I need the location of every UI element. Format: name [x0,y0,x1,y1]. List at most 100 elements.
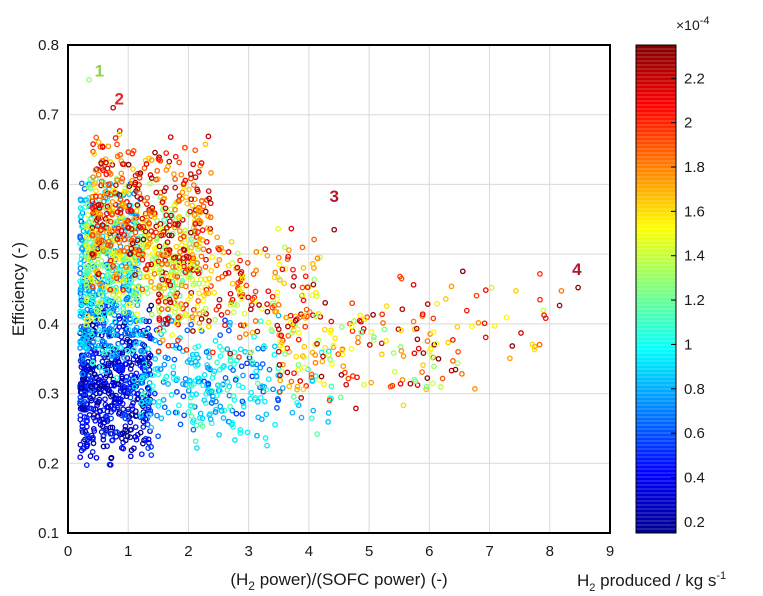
data-point [100,321,107,328]
data-point [311,276,318,283]
data-point [292,317,299,324]
data-point [238,363,245,370]
data-point [322,344,329,351]
x-axis-ticks: 0 1 2 3 4 5 6 7 8 9 [64,543,614,560]
data-point [168,212,174,219]
data-point [127,419,134,426]
data-point [133,246,140,253]
data-point [180,181,187,187]
data-point [459,268,466,275]
data-point [378,340,385,347]
data-point [140,316,147,323]
data-point [106,182,113,188]
data-point [160,232,167,238]
data-point [90,218,97,225]
data-point [107,299,114,306]
data-point [132,424,139,430]
data-point [188,413,195,420]
data-point [77,308,84,315]
data-point [78,381,85,388]
data-point [435,355,442,362]
data-point [314,255,321,262]
data-point [236,334,243,341]
data-point [88,383,94,390]
data-point [181,412,187,419]
data-point [81,390,88,397]
data-point [381,326,388,333]
data-point [101,193,107,200]
data-point [103,210,110,217]
data-point [227,319,233,326]
data-point [140,424,147,430]
data-point [186,357,193,363]
data-point [118,170,125,177]
data-point [295,361,302,368]
data-point [208,267,215,274]
data-point [463,307,470,314]
data-point [199,415,206,422]
data-point [419,369,425,375]
data-point [152,337,158,344]
data-point [238,295,245,302]
data-point [558,287,565,294]
data-point [127,250,134,257]
data-point [234,250,241,257]
data-point [123,393,130,400]
data-point [98,316,104,323]
data-point [156,269,162,275]
data-point [185,297,191,303]
data-point [105,346,112,353]
data-point [252,318,259,324]
data-point [109,392,116,399]
data-point [170,264,176,270]
data-point [298,414,305,421]
data-point [176,345,183,351]
data-point [98,237,105,244]
data-point [266,366,273,373]
data-point [118,218,124,225]
data-point [124,244,130,251]
data-point [89,250,95,257]
data-point [203,256,209,263]
data-point [202,263,209,270]
data-point [414,336,421,343]
data-point [157,366,164,372]
data-point [139,341,146,348]
data-point [204,362,211,368]
data-point [95,139,102,145]
data-point [194,186,201,193]
data-point [109,437,115,444]
data-point [157,220,164,227]
data-point [180,393,187,400]
data-point [230,309,237,316]
data-point [222,375,229,381]
data-point [83,462,90,468]
data-point [128,372,135,379]
data-point [164,224,170,231]
data-point [146,379,153,386]
data-point [90,141,96,147]
data-point [138,348,144,354]
data-point [331,226,338,233]
data-point [237,346,244,353]
data-point [140,236,147,243]
data-point [161,376,168,383]
data-point [167,134,174,140]
data-point [149,207,156,214]
data-point [247,306,254,313]
data-point [119,435,125,442]
data-point [114,248,121,255]
data-point [263,411,270,418]
data-point [148,278,154,285]
y-tick-label: 0.5 [38,246,59,263]
data-point [262,246,269,252]
data-point [143,161,150,167]
data-point [325,419,331,425]
data-point [187,402,194,409]
data-point [430,380,436,387]
data-point [96,385,103,391]
data-point [537,271,543,277]
data-point [400,353,407,359]
data-point [321,326,328,333]
data-point [136,270,143,277]
